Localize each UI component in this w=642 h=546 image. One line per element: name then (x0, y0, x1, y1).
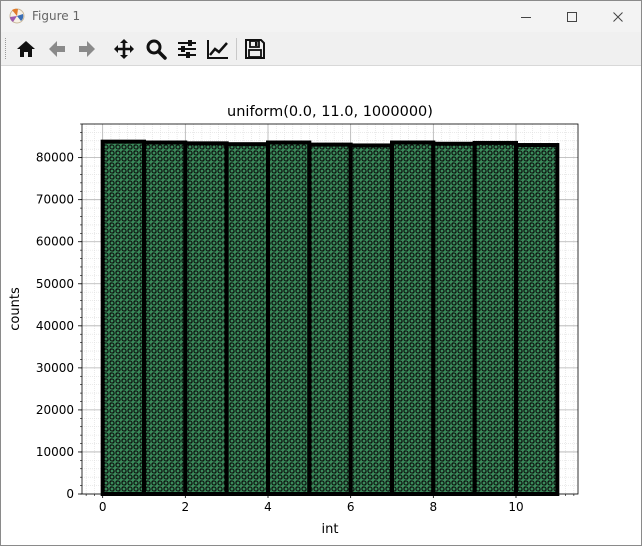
chart-title: uniform(0.0, 11.0, 1000000) (227, 104, 433, 120)
y-tick-label: 20000 (36, 403, 74, 417)
x-tick-label: 8 (430, 500, 438, 514)
y-tick-label: 60000 (36, 235, 74, 249)
pan-move-icon (114, 39, 134, 59)
navigation-toolbar (1, 32, 641, 66)
close-icon (613, 11, 623, 22)
back-arrow-icon (49, 41, 65, 57)
zoom-button[interactable] (143, 36, 169, 62)
forward-arrow-icon (79, 41, 95, 57)
home-icon (17, 41, 35, 57)
toolbar-grip[interactable] (5, 38, 9, 59)
x-tick-label: 10 (508, 500, 523, 514)
y-tick-label: 30000 (36, 361, 74, 375)
histogram-chart: 0 2 4 6 8 10 0 10000 20000 30000 40000 50000 60000 70… (8, 104, 579, 537)
y-axis-label: counts (8, 287, 23, 331)
histogram-bar (390, 140, 436, 496)
subplots-button[interactable] (174, 36, 200, 62)
save-button[interactable] (242, 36, 268, 62)
histogram-bar (142, 140, 188, 496)
matplotlib-app-icon (9, 8, 25, 24)
histogram-bar (183, 141, 229, 496)
y-tick-label: 10000 (36, 445, 74, 459)
back-button[interactable] (44, 36, 70, 62)
maximize-button[interactable] (549, 1, 595, 32)
y-tick-label: 80000 (36, 151, 74, 165)
edit-axes-line-icon (207, 40, 228, 59)
home-button[interactable] (13, 36, 39, 62)
histogram-bar (514, 143, 560, 496)
pan-button[interactable] (111, 36, 137, 62)
x-tick-label: 0 (99, 500, 107, 514)
x-tick-label: 2 (182, 500, 190, 514)
forward-button[interactable] (74, 36, 100, 62)
histogram-bar (266, 140, 312, 496)
minimize-button[interactable] (503, 1, 549, 32)
y-tick-label: 0 (66, 487, 74, 501)
x-tick-label: 4 (264, 500, 272, 514)
y-tick-label: 40000 (36, 319, 74, 333)
y-tick-label: 50000 (36, 277, 74, 291)
x-tick-label: 6 (347, 500, 355, 514)
subplots-sliders-icon (178, 40, 196, 58)
close-button[interactable] (595, 1, 641, 32)
window-title: Figure 1 (32, 9, 81, 23)
histogram-bar (348, 143, 394, 497)
minimize-icon (521, 16, 531, 18)
x-axis-label: int (322, 522, 339, 537)
histogram-bar (224, 142, 271, 496)
title-bar[interactable]: Figure 1 (1, 1, 641, 32)
histogram-bar (307, 142, 353, 497)
zoom-magnifier-icon (146, 39, 167, 60)
figure-canvas[interactable]: 0 2 4 6 8 10 0 10000 20000 30000 40000 50000 60000 70… (1, 66, 641, 545)
edit-axes-button[interactable] (205, 36, 231, 62)
histogram-bar (100, 139, 146, 496)
y-tick-label: 70000 (36, 193, 74, 207)
maximize-icon (567, 11, 577, 22)
histogram-bar (431, 141, 477, 497)
save-floppy-icon (245, 39, 265, 59)
toolbar-separator (236, 38, 237, 60)
histogram-bar (472, 140, 518, 497)
